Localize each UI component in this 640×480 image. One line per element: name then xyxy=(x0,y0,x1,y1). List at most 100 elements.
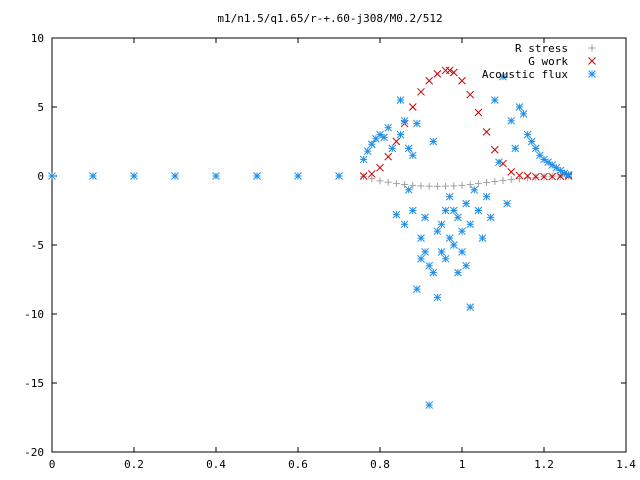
x-tick-label: 0.6 xyxy=(288,458,308,471)
data-point xyxy=(384,123,393,132)
data-point xyxy=(462,261,470,270)
data-point xyxy=(376,163,384,172)
data-point xyxy=(540,155,548,164)
data-point xyxy=(531,172,540,181)
data-point xyxy=(363,147,372,156)
data-point xyxy=(417,234,425,242)
data-point xyxy=(499,177,507,185)
data-point xyxy=(454,268,462,277)
data-point xyxy=(384,152,393,161)
y-tick-label: -5 xyxy=(31,239,44,252)
data-point xyxy=(171,172,179,180)
data-point xyxy=(564,170,573,179)
data-point xyxy=(359,155,368,164)
data-point xyxy=(441,254,450,263)
data-point xyxy=(433,227,442,236)
data-point xyxy=(376,177,384,185)
data-point xyxy=(507,176,515,184)
data-point xyxy=(392,210,401,219)
data-point xyxy=(470,185,479,194)
plot-frame xyxy=(51,37,627,453)
x-tick-label: 1.4 xyxy=(616,458,636,471)
legend-label: R stress xyxy=(515,42,568,55)
data-point xyxy=(400,220,409,229)
series-0 xyxy=(48,172,573,190)
data-point xyxy=(372,134,380,143)
x-tick-label: 0.2 xyxy=(124,458,144,471)
data-point xyxy=(511,144,520,153)
y-tick-label: -20 xyxy=(24,446,44,459)
data-point xyxy=(474,206,483,215)
data-point xyxy=(507,168,516,176)
data-point xyxy=(449,206,458,215)
data-point xyxy=(408,151,417,160)
legend-label: Acoustic flux xyxy=(482,68,568,81)
data-point xyxy=(400,116,409,125)
legend-marker xyxy=(588,70,596,78)
y-tick-label: 0 xyxy=(37,170,44,183)
series-2 xyxy=(48,72,573,409)
data-point xyxy=(482,192,491,201)
legend-marker xyxy=(588,57,596,65)
x-tick-label: 0.8 xyxy=(370,458,390,471)
data-point xyxy=(474,108,483,117)
data-point xyxy=(466,181,474,189)
data-point xyxy=(367,140,376,149)
data-point xyxy=(527,137,536,146)
data-point xyxy=(474,180,482,188)
data-point xyxy=(392,180,400,188)
data-point xyxy=(458,248,466,256)
data-point xyxy=(437,248,446,256)
data-point xyxy=(442,182,450,190)
data-point xyxy=(507,116,516,125)
data-point xyxy=(89,172,97,180)
data-point xyxy=(445,192,454,201)
data-point xyxy=(445,234,454,242)
axis-ticks: 0 0.2 0.4 0.6 0.8 1 1.2 1.4 10 5 0 -5 -10 -15 -20 xyxy=(24,32,636,471)
data-point xyxy=(490,145,499,154)
data-point xyxy=(384,178,392,186)
data-point xyxy=(396,130,405,139)
data-point xyxy=(482,127,491,136)
data-point xyxy=(413,285,421,294)
data-point xyxy=(417,87,425,96)
data-point xyxy=(441,66,450,75)
x-tick-label: 1 xyxy=(459,458,466,471)
data-point xyxy=(490,96,499,104)
data-point xyxy=(548,172,557,181)
data-point xyxy=(212,172,220,180)
data-point xyxy=(48,172,56,180)
data-point xyxy=(425,401,434,409)
data-point xyxy=(450,182,458,190)
data-point xyxy=(408,206,417,215)
data-point xyxy=(540,172,548,181)
data-point xyxy=(425,261,434,270)
x-tick-label: 0 xyxy=(49,458,56,471)
data-point xyxy=(449,241,458,249)
data-point xyxy=(499,159,507,168)
data-point xyxy=(458,76,466,85)
data-point xyxy=(417,254,425,263)
legend-label: G work xyxy=(528,55,568,68)
data-point xyxy=(359,172,368,180)
data-point xyxy=(404,185,413,194)
data-point xyxy=(425,76,434,85)
data-point xyxy=(503,199,511,208)
data-point xyxy=(441,206,450,215)
data-point xyxy=(466,220,475,229)
series-1 xyxy=(359,66,573,181)
data-point xyxy=(429,268,438,277)
legend-marker xyxy=(588,44,596,52)
data-point xyxy=(417,182,425,190)
data-point xyxy=(495,158,503,167)
data-point xyxy=(466,90,475,99)
y-tick-label: -15 xyxy=(24,377,44,390)
data-point xyxy=(466,303,475,311)
data-point xyxy=(368,175,376,183)
data-point xyxy=(483,178,491,186)
data-point xyxy=(130,172,138,180)
data-point xyxy=(409,181,417,189)
data-point xyxy=(367,170,376,178)
